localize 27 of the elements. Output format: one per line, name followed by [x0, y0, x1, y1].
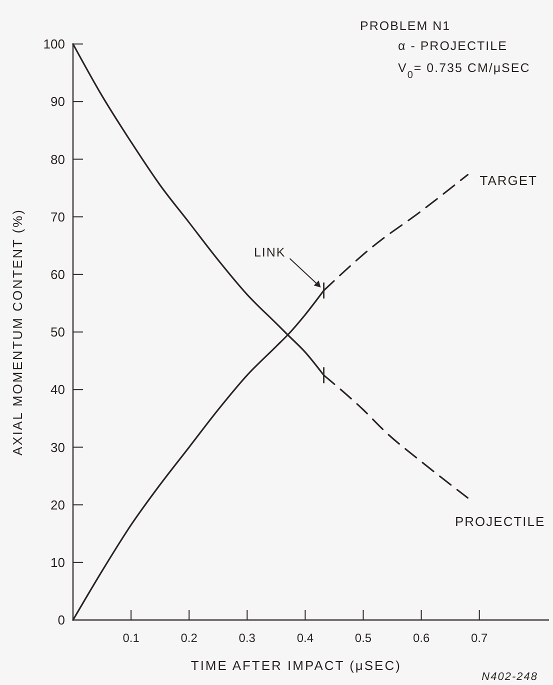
annotation: α - PROJECTILE: [398, 39, 508, 53]
y-tick-label: 30: [50, 440, 65, 455]
x-axis-title: TIME AFTER IMPACT (μSEC): [190, 658, 402, 673]
annotation: LINK: [254, 246, 286, 260]
y-tick-label: 10: [50, 554, 65, 570]
y-tick-label: 100: [43, 36, 65, 52]
text: N402-248: [482, 671, 538, 683]
y-tick-label: 20: [50, 497, 65, 512]
y-tick-label: 70: [50, 209, 65, 224]
x-tick-label: 0.2: [180, 631, 198, 645]
x-tick-label: 0.1: [122, 631, 140, 645]
y-tick-label: 90: [50, 94, 65, 110]
y-tick-label: 50: [50, 324, 65, 340]
x-tick-label: 0.3: [238, 631, 256, 645]
x-tick-label: 0.5: [354, 631, 372, 645]
series-label: PROJECTILE: [455, 514, 546, 529]
x-tick-label: 0.6: [412, 631, 430, 645]
y-axis-title: AXIAL MOMENTUM CONTENT (%): [10, 208, 25, 456]
x-tick-label: 0.7: [471, 631, 488, 645]
x-tick-label: 0.4: [296, 631, 314, 645]
y-tick-label: 80: [50, 152, 65, 167]
series-label: TARGET: [480, 172, 538, 188]
y-tick-label: 40: [50, 382, 65, 398]
y-tick-label: 60: [50, 266, 65, 282]
annotation: V$_{0}$= 0.735 CM/μSEC: [398, 61, 530, 80]
text: PROBLEM N1: [360, 19, 451, 33]
y-tick-label: 0: [58, 612, 65, 628]
